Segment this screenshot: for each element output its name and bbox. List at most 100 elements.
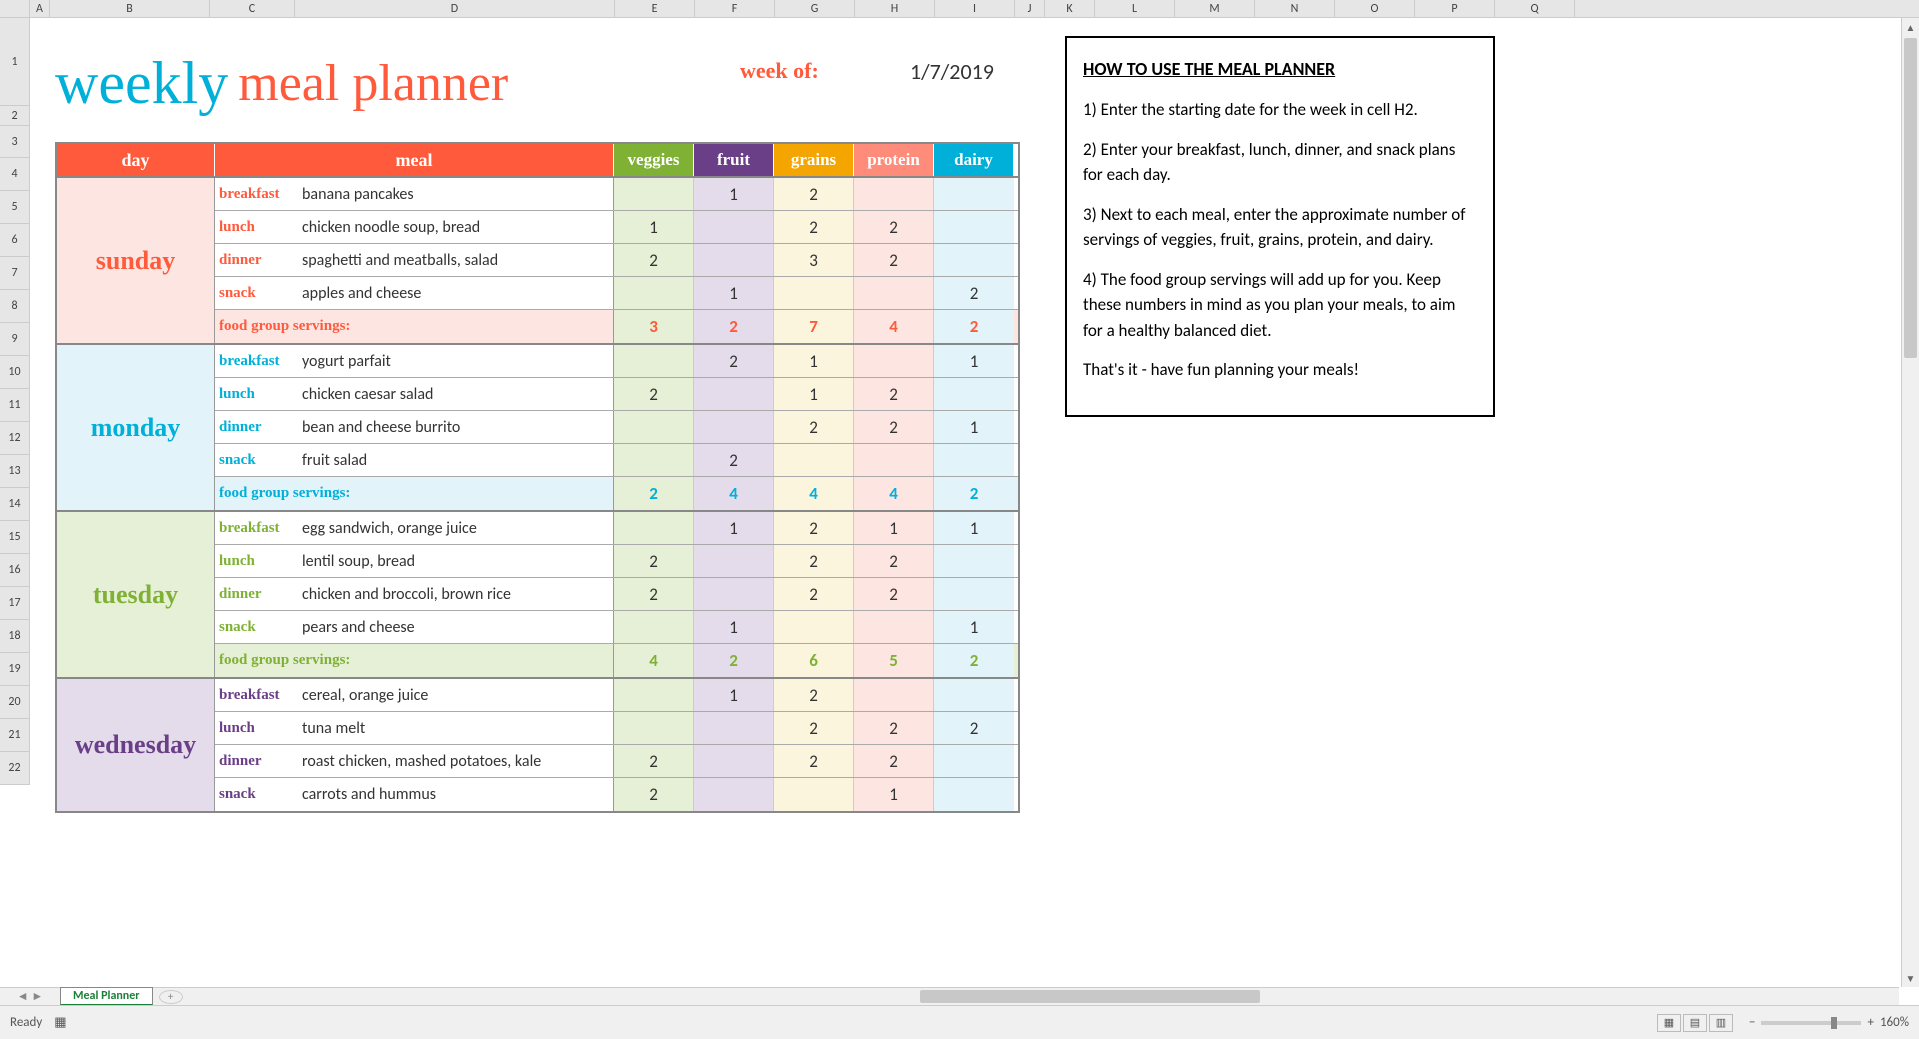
fg-value[interactable]: 1	[694, 611, 774, 643]
col-header-H[interactable]: H	[855, 0, 935, 17]
row-header-4[interactable]: 4	[0, 158, 29, 191]
meal-desc[interactable]: cereal, orange juice	[298, 679, 614, 711]
fg-value[interactable]: 1	[774, 378, 854, 410]
fg-value[interactable]: 2	[854, 411, 934, 443]
row-header-5[interactable]: 5	[0, 191, 29, 224]
fg-value[interactable]: 2	[854, 211, 934, 243]
fg-value[interactable]	[614, 512, 694, 544]
meal-desc[interactable]: chicken and broccoli, brown rice	[298, 578, 614, 610]
fg-value[interactable]: 3	[774, 244, 854, 276]
row-header-7[interactable]: 7	[0, 257, 29, 290]
fg-value[interactable]	[614, 178, 694, 210]
macro-icon[interactable]: ▦	[54, 1015, 66, 1030]
hscroll-thumb[interactable]	[920, 990, 1260, 1003]
fg-value[interactable]: 2	[614, 578, 694, 610]
fg-value[interactable]: 2	[774, 211, 854, 243]
col-header-G[interactable]: G	[775, 0, 855, 17]
fg-value[interactable]	[934, 178, 1014, 210]
meal-desc[interactable]: apples and cheese	[298, 277, 614, 309]
fg-value[interactable]	[694, 712, 774, 744]
fg-value[interactable]: 2	[854, 578, 934, 610]
fg-value[interactable]: 2	[934, 712, 1014, 744]
fg-value[interactable]: 2	[774, 679, 854, 711]
fg-value[interactable]: 2	[774, 411, 854, 443]
row-header-19[interactable]: 19	[0, 653, 29, 686]
fg-value[interactable]	[774, 444, 854, 476]
fg-value[interactable]: 2	[854, 545, 934, 577]
meal-desc[interactable]: roast chicken, mashed potatoes, kale	[298, 745, 614, 777]
row-header-2[interactable]: 2	[0, 106, 29, 126]
fg-value[interactable]: 1	[694, 178, 774, 210]
fg-value[interactable]: 2	[774, 745, 854, 777]
fg-value[interactable]	[934, 745, 1014, 777]
sheet-tab-meal-planner[interactable]: Meal Planner	[60, 987, 153, 1006]
scroll-up-arrow[interactable]: ▲	[1902, 18, 1919, 36]
fg-value[interactable]	[614, 411, 694, 443]
zoom-in-button[interactable]: +	[1867, 1015, 1873, 1030]
fg-value[interactable]	[934, 578, 1014, 610]
col-header-L[interactable]: L	[1095, 0, 1175, 17]
col-header-J[interactable]: J	[1015, 0, 1045, 17]
zoom-level[interactable]: 160%	[1880, 1015, 1909, 1030]
row-header-22[interactable]: 22	[0, 752, 29, 785]
fg-value[interactable]: 1	[934, 611, 1014, 643]
meal-desc[interactable]: carrots and hummus	[298, 778, 614, 811]
zoom-control[interactable]: − + 160%	[1749, 1015, 1909, 1030]
page-break-icon[interactable]: ▥	[1709, 1014, 1733, 1032]
fg-value[interactable]: 2	[854, 244, 934, 276]
col-header-M[interactable]: M	[1175, 0, 1255, 17]
add-sheet-button[interactable]: +	[159, 990, 183, 1004]
view-buttons[interactable]: ▦ ▤ ▥	[1657, 1014, 1733, 1032]
row-header-6[interactable]: 6	[0, 224, 29, 257]
fg-value[interactable]	[774, 277, 854, 309]
fg-value[interactable]	[774, 778, 854, 811]
fg-value[interactable]	[614, 611, 694, 643]
fg-value[interactable]	[694, 745, 774, 777]
row-header-20[interactable]: 20	[0, 686, 29, 719]
tab-nav-buttons[interactable]: ◄ ►	[0, 989, 60, 1004]
normal-view-icon[interactable]: ▦	[1657, 1014, 1681, 1032]
scroll-down-arrow[interactable]: ▼	[1902, 969, 1919, 987]
fg-value[interactable]: 1	[854, 512, 934, 544]
meal-desc[interactable]: tuna melt	[298, 712, 614, 744]
row-header-8[interactable]: 8	[0, 290, 29, 323]
row-header-13[interactable]: 13	[0, 455, 29, 488]
col-header-E[interactable]: E	[615, 0, 695, 17]
fg-value[interactable]: 1	[774, 345, 854, 377]
col-header-B[interactable]: B	[50, 0, 210, 17]
fg-value[interactable]: 2	[774, 512, 854, 544]
row-header-9[interactable]: 9	[0, 323, 29, 356]
fg-value[interactable]	[854, 178, 934, 210]
fg-value[interactable]	[854, 611, 934, 643]
meal-desc[interactable]: banana pancakes	[298, 178, 614, 210]
fg-value[interactable]: 2	[774, 578, 854, 610]
fg-value[interactable]	[934, 244, 1014, 276]
row-header-14[interactable]: 14	[0, 488, 29, 521]
row-header-18[interactable]: 18	[0, 620, 29, 653]
fg-value[interactable]	[694, 211, 774, 243]
zoom-out-button[interactable]: −	[1749, 1015, 1755, 1030]
fg-value[interactable]: 2	[614, 778, 694, 811]
fg-value[interactable]	[854, 345, 934, 377]
vscroll-thumb[interactable]	[1904, 38, 1917, 358]
meal-desc[interactable]: chicken noodle soup, bread	[298, 211, 614, 243]
page-layout-icon[interactable]: ▤	[1683, 1014, 1707, 1032]
fg-value[interactable]	[854, 679, 934, 711]
meal-desc[interactable]: lentil soup, bread	[298, 545, 614, 577]
fg-value[interactable]: 1	[854, 778, 934, 811]
col-header-A[interactable]: A	[30, 0, 50, 17]
row-header-21[interactable]: 21	[0, 719, 29, 752]
fg-value[interactable]: 2	[774, 178, 854, 210]
weekof-date[interactable]: 1/7/2019	[910, 58, 994, 85]
zoom-slider[interactable]	[1761, 1021, 1861, 1025]
fg-value[interactable]	[614, 345, 694, 377]
meal-desc[interactable]: egg sandwich, orange juice	[298, 512, 614, 544]
fg-value[interactable]	[614, 277, 694, 309]
fg-value[interactable]	[694, 244, 774, 276]
row-header-11[interactable]: 11	[0, 389, 29, 422]
fg-value[interactable]	[614, 444, 694, 476]
fg-value[interactable]	[774, 611, 854, 643]
fg-value[interactable]	[934, 679, 1014, 711]
col-header-F[interactable]: F	[695, 0, 775, 17]
fg-value[interactable]: 1	[694, 512, 774, 544]
